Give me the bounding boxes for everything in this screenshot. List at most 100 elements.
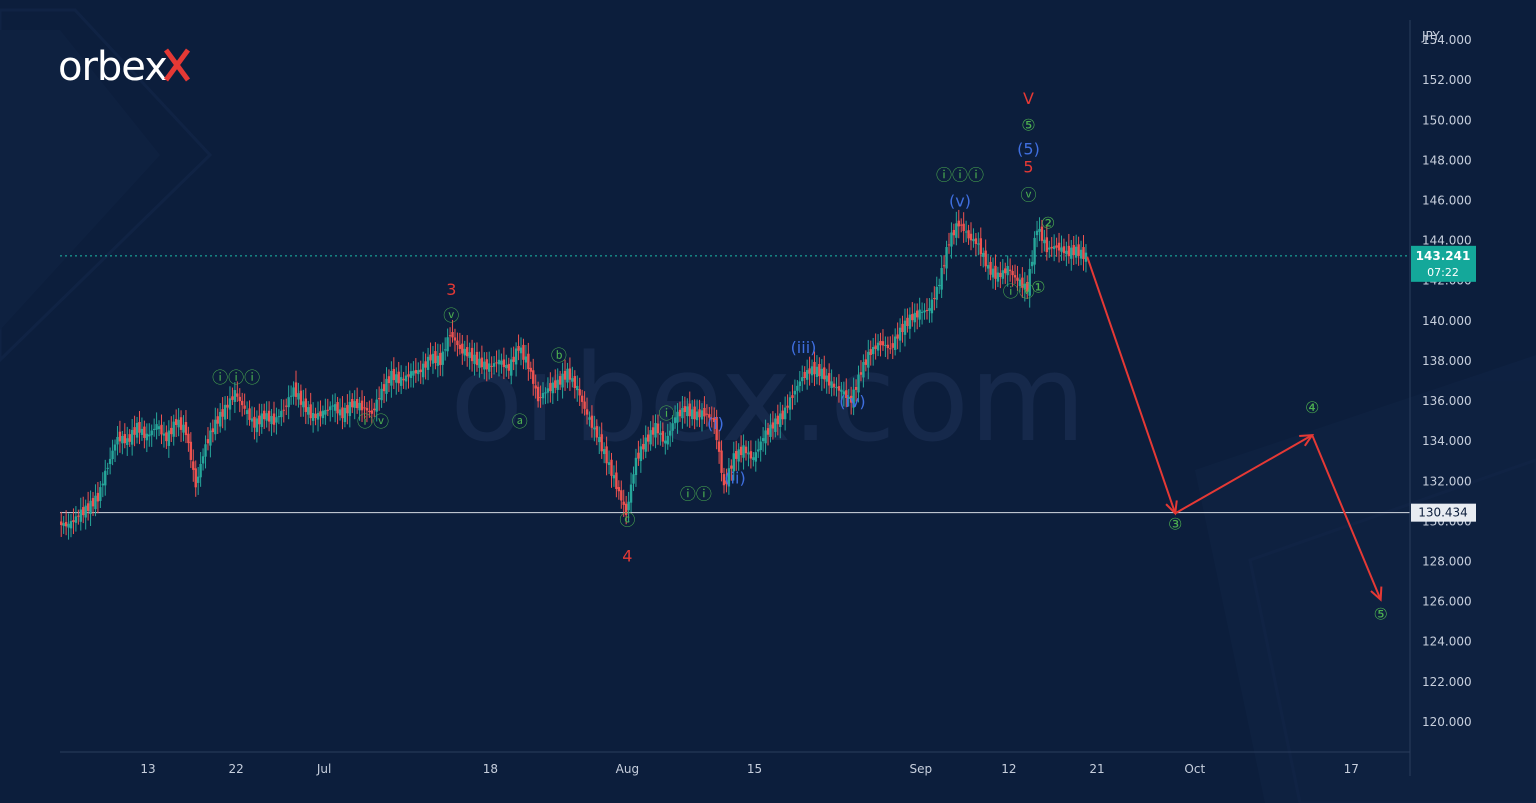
candle-body [830, 381, 833, 389]
candle-body [1006, 265, 1009, 276]
time-tick-label: Jul [316, 762, 331, 776]
candle-body [986, 265, 990, 269]
candle-body [463, 348, 466, 356]
candle-body [309, 404, 312, 419]
candle-body [720, 450, 723, 473]
candle-body [886, 344, 890, 349]
candle-body [248, 408, 251, 420]
candle-body [583, 401, 586, 409]
wave-label: ⓑ [551, 346, 567, 365]
candle-body [717, 441, 721, 452]
time-tick-label: 13 [140, 762, 155, 776]
candle-body [204, 444, 207, 457]
candle-body [908, 314, 912, 329]
candle-body [1060, 247, 1063, 252]
candle-body [258, 415, 261, 425]
candle-body [688, 403, 691, 417]
candle-body [223, 404, 227, 420]
candle-body [72, 520, 75, 523]
candles [60, 209, 1088, 540]
candle-body [766, 428, 770, 435]
candle-body [708, 414, 711, 418]
candle-body [952, 229, 956, 236]
candle-body [466, 347, 469, 357]
candle-body [500, 360, 503, 365]
candle-body [754, 452, 757, 462]
candle-body [492, 363, 496, 367]
candle-body [483, 361, 486, 370]
candle-body [111, 450, 114, 460]
candle-body [818, 364, 821, 377]
price-axis-ticks: 154.000 152.000 150.000 148.000 146.000 144.0… [1422, 33, 1472, 729]
candle-body [421, 363, 425, 378]
candle-body [598, 436, 601, 443]
candle-body [387, 376, 391, 384]
candle-body [329, 406, 332, 411]
candle-body [377, 398, 381, 400]
candle-body [375, 399, 378, 412]
candle-body [893, 336, 897, 350]
candle-body [397, 371, 400, 384]
price-tick-label: 146.000 [1422, 193, 1472, 207]
candle-body [962, 223, 965, 231]
candle-body [654, 422, 657, 438]
candle-body [1008, 269, 1012, 272]
candle-body [355, 399, 359, 409]
candle-body [179, 417, 183, 430]
candle-body [901, 323, 904, 333]
candle-body [1013, 275, 1017, 278]
background-shapes [0, 8, 1536, 803]
candle-body [916, 310, 919, 318]
candle-body [412, 370, 415, 376]
candle-body [732, 453, 735, 472]
candle-body [519, 347, 523, 354]
candle-body [270, 416, 273, 425]
candle-body [275, 417, 278, 423]
candle-body [691, 409, 694, 420]
candle-body [933, 298, 936, 300]
candle-body [150, 430, 153, 436]
wave-label: ⓐ [512, 412, 528, 431]
candle-body [187, 433, 190, 444]
wave-label: ③ [1168, 514, 1182, 533]
candle-body [380, 388, 383, 401]
candle-body [324, 410, 327, 415]
candle-body [182, 424, 185, 433]
candle-body [116, 436, 119, 445]
candle-body [781, 410, 784, 420]
candle-body [280, 410, 283, 418]
candle-body [60, 521, 63, 526]
candle-body [788, 397, 792, 410]
price-tick-label: 148.000 [1422, 153, 1472, 167]
candle-body [148, 434, 151, 437]
candle-body [341, 407, 344, 419]
candle-body [209, 430, 212, 446]
candle-body [1057, 242, 1061, 251]
candle-body [1021, 277, 1024, 288]
support-price-label: 130.434 [1418, 506, 1468, 520]
candle-body [434, 351, 437, 364]
candle-body [837, 386, 841, 391]
candle-body [624, 503, 628, 515]
candle-body [984, 250, 987, 267]
candle-body [593, 427, 596, 430]
candle-body [867, 351, 870, 368]
time-tick-label: Oct [1184, 762, 1205, 776]
candle-body [695, 411, 699, 421]
support-price-badge [1411, 503, 1476, 522]
candle-body [353, 401, 356, 408]
candle-body [1016, 277, 1019, 281]
candle-body [957, 220, 960, 227]
wave-label: (iii) [791, 338, 817, 357]
wave-label: ⓥ [1020, 185, 1036, 204]
candle-body [563, 370, 567, 380]
price-tick-label: 138.000 [1422, 354, 1472, 368]
candle-body [475, 351, 479, 366]
logo-x-stroke [163, 48, 191, 82]
candle-body [473, 354, 476, 364]
candle-body [979, 238, 982, 255]
candle-body [539, 397, 542, 399]
candle-body [419, 369, 422, 373]
candle-body [913, 312, 916, 323]
